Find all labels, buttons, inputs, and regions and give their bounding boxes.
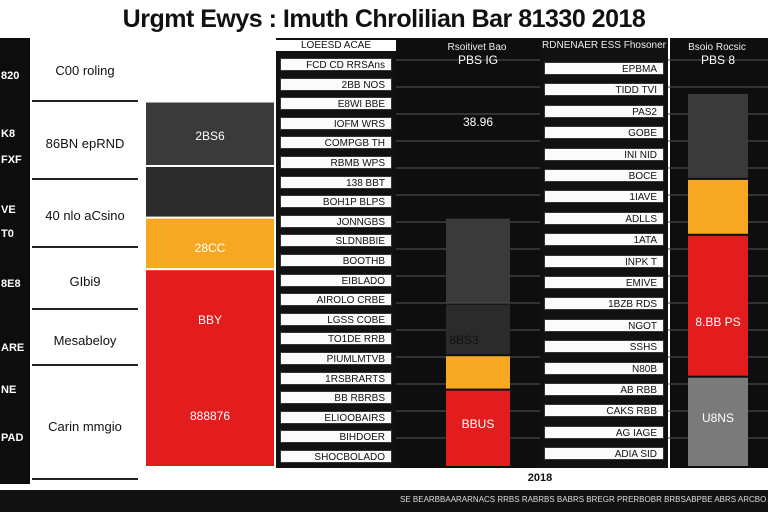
side-tick-column xyxy=(0,38,30,484)
list-item: TIDD TVI xyxy=(544,83,664,97)
bar-segment xyxy=(146,270,274,466)
list-item: AIROLO CRBE xyxy=(280,293,392,307)
list-item: 2BB NOS xyxy=(280,77,392,91)
list-item: ADLLS xyxy=(544,211,664,225)
panel-header-mid: Rsoitivet Bao xyxy=(447,42,507,53)
list-item: E8WI BBE xyxy=(280,97,392,111)
list-item: EIBLADO xyxy=(280,273,392,287)
bar-segment xyxy=(688,93,748,178)
list-item: N80B xyxy=(544,361,664,375)
bar-segment xyxy=(688,235,748,376)
list-item: BOOTHB xyxy=(280,254,392,267)
list-item: BB RBRBS xyxy=(280,391,392,405)
row-label: Mesabeloy xyxy=(32,316,138,366)
year-label: 2018 xyxy=(527,472,553,484)
list-item: INI NID xyxy=(544,147,664,161)
segment-value-label: BBY xyxy=(198,313,222,327)
list-panel-a: LOEESD ACAE FCD CD RRSAns 2BB NOS E8WI BBE… xyxy=(276,38,396,468)
list-item: BOH1P BLPS xyxy=(280,195,392,209)
list-item: AG IAGE xyxy=(544,425,664,439)
row-label: GIbi9 xyxy=(32,254,138,310)
list-item: CAKS RBB xyxy=(544,404,664,418)
row-label: 86BN epRND xyxy=(32,108,138,180)
list-panel-b: RDNENAER ESS Fhosoner EPBMA TIDD TVI PAS2 G… xyxy=(540,38,668,468)
bar-segment xyxy=(146,218,274,269)
bar-segment xyxy=(446,218,510,303)
list-item: BIHDOER xyxy=(280,430,392,444)
segment-value-label: 38.96 xyxy=(463,115,493,129)
row-labels: C00 roling 86BN epRND 40 nlo aCsino GIbi9 Me… xyxy=(30,38,142,484)
list-item: 1ATA xyxy=(544,233,664,247)
category-label: PBS IG xyxy=(458,53,498,67)
list-item: ADIA SID xyxy=(544,447,664,461)
segment-value-label: 28CC xyxy=(195,241,226,255)
category-label: 2BS6 xyxy=(195,53,225,67)
page-title: Urgmt Ewys : Imuth Chrolilian Bar 81330 … xyxy=(122,5,646,33)
row-label: C00 roling xyxy=(32,40,138,102)
list-item: EPBMA xyxy=(544,62,664,75)
side-tick-label: VE xyxy=(1,204,16,216)
side-tick-label: FXF xyxy=(1,154,22,166)
list-item: BOCE xyxy=(544,169,664,182)
bar-segment xyxy=(688,179,748,234)
row-label: 40 nlo aCsino xyxy=(32,184,138,248)
side-tick-label: 820 xyxy=(1,70,20,82)
segment-value-label: 8BS3 xyxy=(449,333,479,347)
list-item: INPK T xyxy=(544,254,664,268)
list-item: PIUMLMTVB xyxy=(280,352,392,365)
list-item: SSHS xyxy=(544,340,664,354)
list-item: TO1DE RRB xyxy=(280,332,392,346)
segment-value-label: BBUS xyxy=(462,417,495,431)
side-tick-label: T0 xyxy=(1,228,14,240)
list-item: 1BZB RDS xyxy=(544,297,664,311)
list-item: PAS2 xyxy=(544,104,664,118)
side-tick-label: NE xyxy=(1,384,17,396)
list-item: 1RSBRARTS xyxy=(280,371,392,385)
list-item: AB RBB xyxy=(544,383,664,396)
list-item: 1IAVE xyxy=(544,190,664,204)
list-item: JONNGBS xyxy=(280,214,392,228)
list-item: RBMB WPS xyxy=(280,156,392,169)
bar-segment xyxy=(146,102,274,165)
side-tick-label: PAD xyxy=(1,432,24,444)
list-item: SLDNBBIE xyxy=(280,234,392,248)
category-label: PBS 8 xyxy=(701,53,735,67)
bar-segment xyxy=(446,356,510,389)
row-label: Carin mmgio xyxy=(32,374,138,480)
bar-segment xyxy=(446,304,510,355)
segment-value-label: U8NS xyxy=(702,411,734,425)
panel-header-b: RDNENAER ESS Fhosoner xyxy=(542,40,666,51)
list-item: NGOT xyxy=(544,318,664,332)
list-item: FCD CD RRSAns xyxy=(280,58,392,71)
list-item: ELIOOBAIRS xyxy=(280,410,392,424)
bar-segment xyxy=(446,390,510,466)
side-tick-label: ARE xyxy=(1,342,25,354)
footer-bar xyxy=(0,490,768,512)
list-item: IOFM WRS xyxy=(280,116,392,130)
segment-value-label: 8.BB PS xyxy=(695,315,740,329)
list-item: COMPGB TH xyxy=(280,136,392,150)
bar-segment xyxy=(688,377,748,466)
side-tick-label: K8 xyxy=(1,128,16,140)
list-item: SHOCBOLADO xyxy=(280,450,392,463)
segment-value-label: 888876 xyxy=(190,409,230,423)
bar-segment xyxy=(146,167,274,217)
panel-header-a: LOEESD ACAE xyxy=(276,40,396,51)
list-item: EMIVE xyxy=(544,276,664,289)
footer-text: SE BEARBBAARARNACS RRBS RABRBS BABRS BRE… xyxy=(400,495,767,504)
side-tick-label: 8E8 xyxy=(1,278,21,290)
list-item: 138 BBT xyxy=(280,175,392,189)
segment-value-label: 2BS6 xyxy=(195,129,225,143)
list-item: GOBE xyxy=(544,126,664,140)
list-item: LGSS COBE xyxy=(280,312,392,326)
panel-header-right: Bsoio Rocsic xyxy=(688,42,746,53)
